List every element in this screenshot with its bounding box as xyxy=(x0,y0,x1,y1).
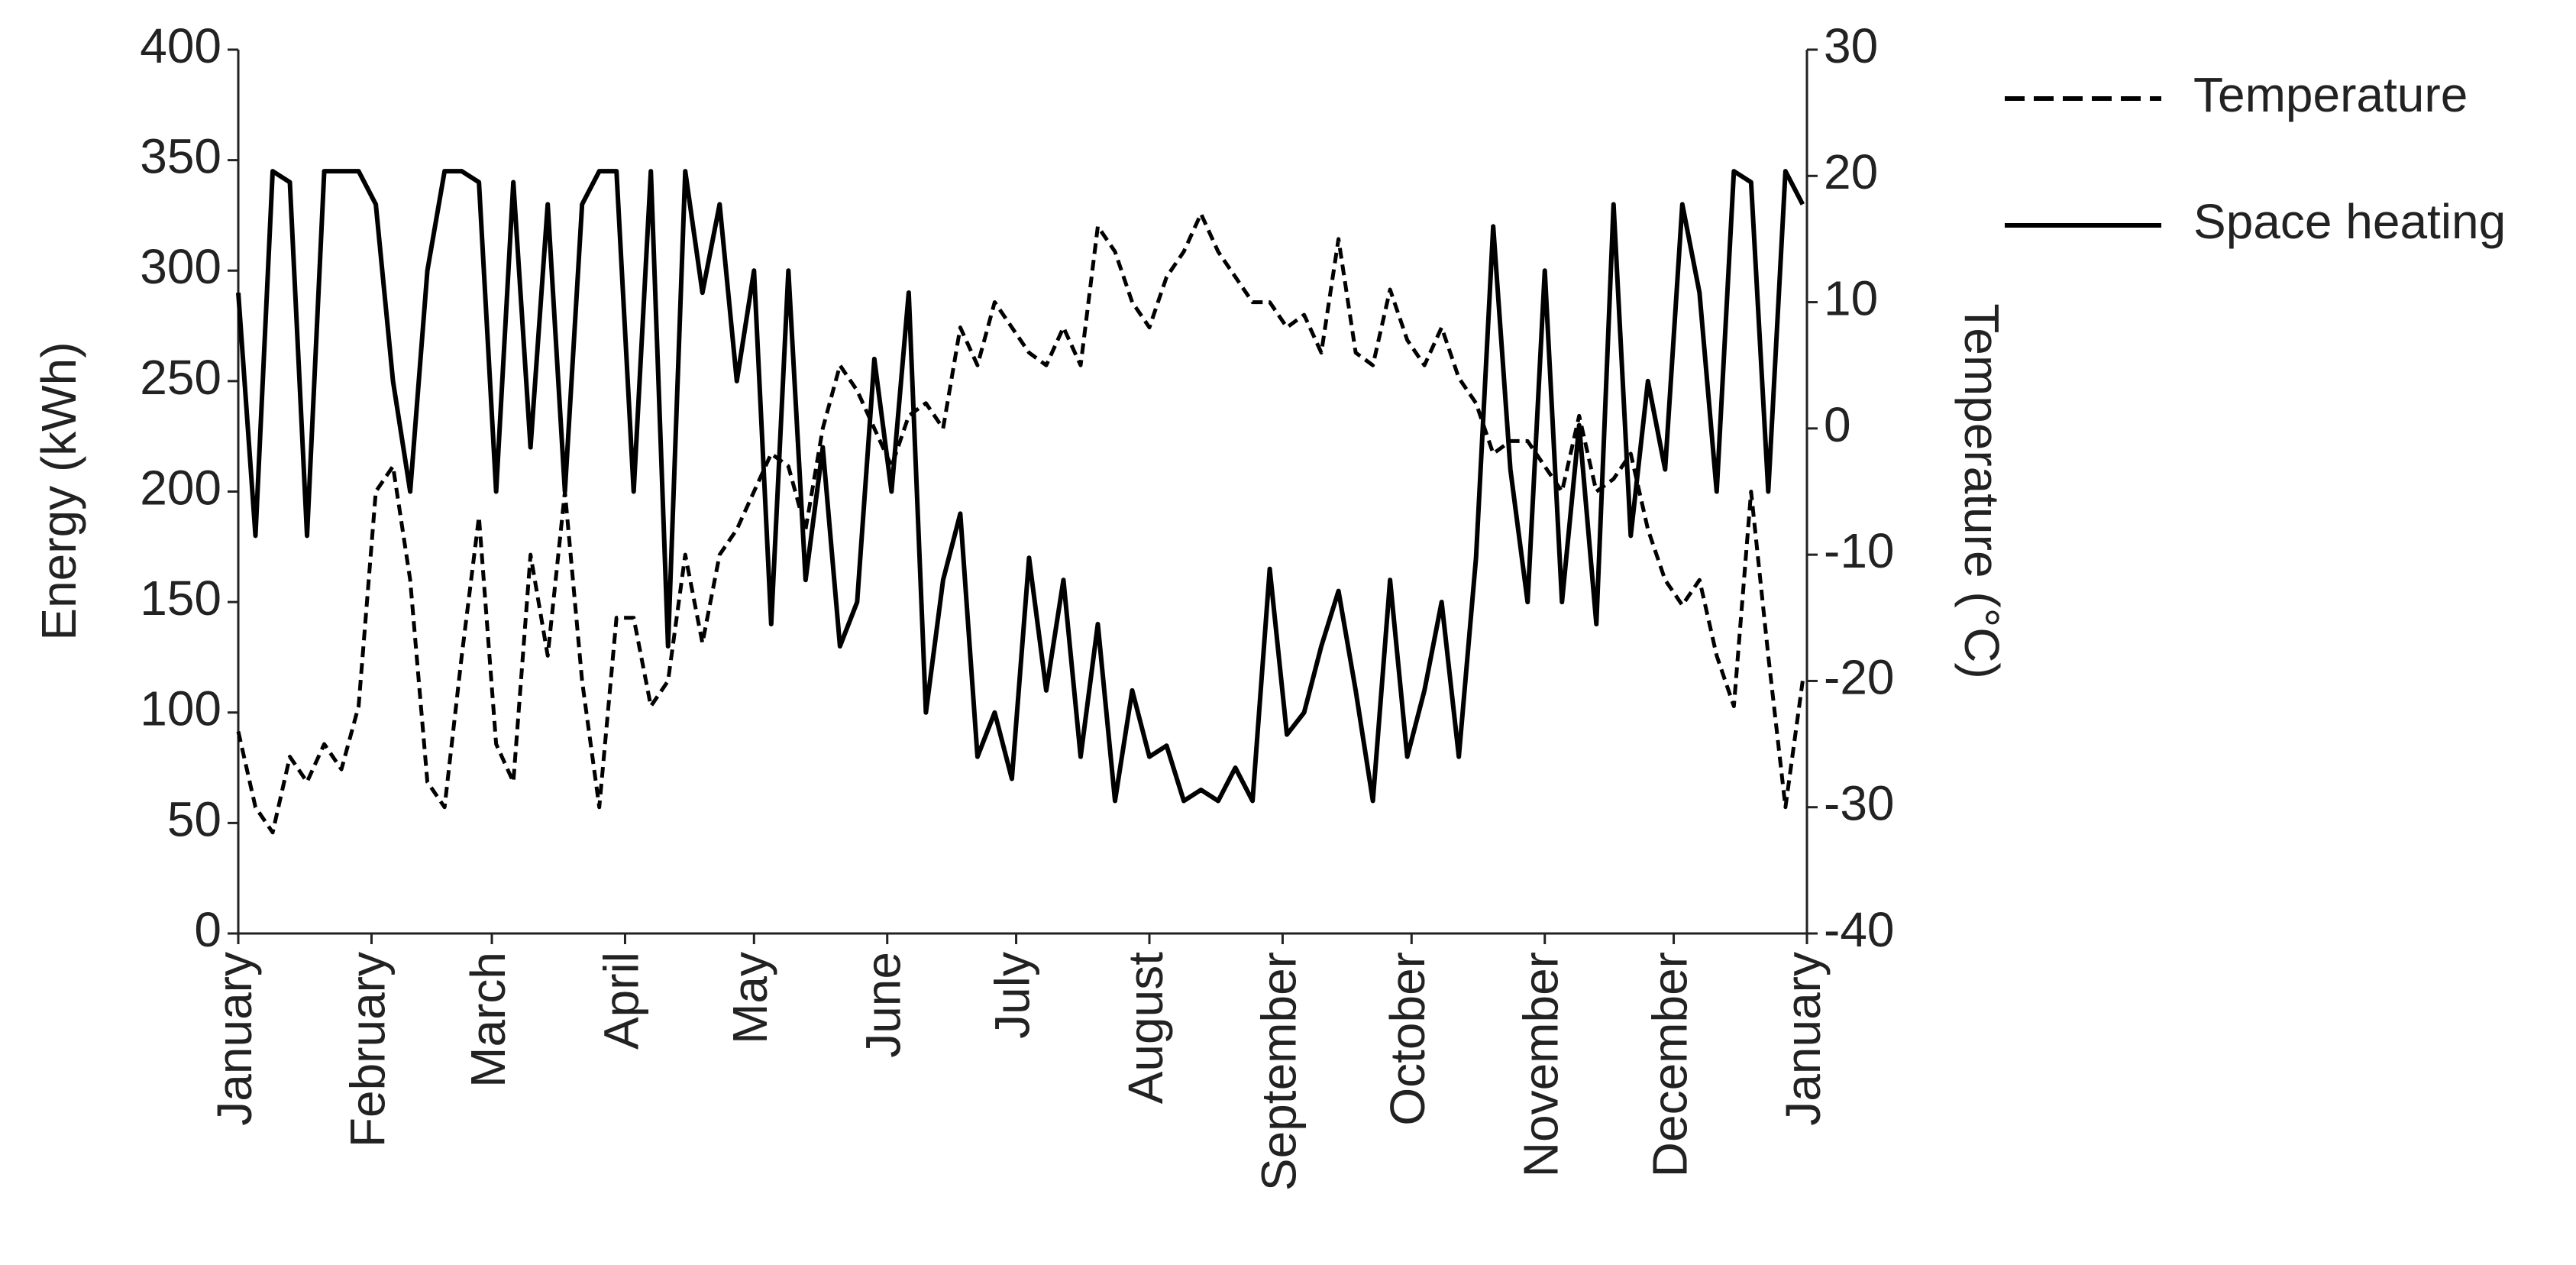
y-tick-label: 150 xyxy=(140,571,221,626)
x-tick-label: April xyxy=(593,952,648,1050)
legend-label: Temperature xyxy=(2193,67,2468,122)
y-tick-label: 100 xyxy=(140,681,221,736)
x-tick-label: August xyxy=(1118,952,1173,1104)
y-tick-label: 0 xyxy=(194,902,221,957)
x-tick-label: October xyxy=(1380,952,1435,1126)
y2-tick-label: 20 xyxy=(1824,144,1878,199)
x-tick-label: December xyxy=(1642,952,1697,1177)
y-tick-label: 50 xyxy=(167,791,221,846)
y-tick-label: 400 xyxy=(140,18,221,73)
x-tick-label: January xyxy=(1776,952,1831,1126)
legend-label: Space heating xyxy=(2193,194,2506,249)
y-axis-label: Energy (kWh) xyxy=(31,341,86,640)
y-tick-label: 200 xyxy=(140,460,221,515)
x-tick-label: June xyxy=(856,952,911,1058)
series-line xyxy=(236,169,1805,804)
y2-tick-label: -30 xyxy=(1824,776,1895,831)
y2-tick-label: -40 xyxy=(1824,902,1895,957)
y2-tick-label: 30 xyxy=(1824,18,1878,73)
y2-axis-label: Temperature (°C) xyxy=(1954,303,2009,679)
x-tick-label: January xyxy=(207,952,262,1126)
y-tick-label: 300 xyxy=(140,239,221,294)
y2-tick-label: -10 xyxy=(1824,523,1895,578)
y2-tick-label: 0 xyxy=(1824,397,1851,452)
x-tick-label: November xyxy=(1514,952,1569,1177)
y-tick-label: 250 xyxy=(140,350,221,405)
x-tick-label: May xyxy=(722,952,777,1044)
y2-tick-label: 10 xyxy=(1824,270,1878,325)
y2-tick-label: -20 xyxy=(1824,649,1895,704)
x-tick-label: July xyxy=(984,952,1039,1039)
y-tick-label: 350 xyxy=(140,129,221,184)
x-tick-label: March xyxy=(461,952,516,1088)
x-tick-label: September xyxy=(1251,952,1306,1191)
x-tick-label: February xyxy=(340,952,395,1147)
series-line xyxy=(236,212,1805,835)
